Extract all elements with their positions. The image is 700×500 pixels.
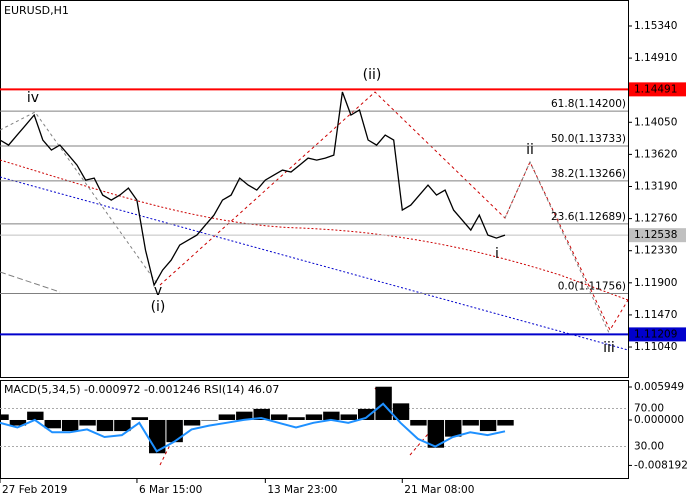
macd-tick-label: 0.000000	[634, 414, 684, 426]
macd-bar	[183, 419, 201, 426]
macd-bar	[497, 419, 514, 426]
macd-bar	[305, 414, 323, 420]
macd-bar	[253, 408, 270, 420]
y-tick-label: 1.11470	[634, 309, 677, 321]
wave-label: ii	[526, 142, 534, 158]
macd-bar	[445, 419, 462, 437]
macd-bar	[270, 414, 288, 420]
fib-label: 50.0(1.13733)	[551, 133, 626, 145]
price-tag-label: 1.14491	[634, 83, 677, 95]
price-tag-label: 1.12538	[634, 229, 677, 241]
wave-label: v	[154, 283, 162, 299]
y-tick-label: 1.12330	[634, 245, 677, 257]
y-tick-label: 1.13190	[634, 180, 677, 192]
x-tick-label: 27 Feb 2019	[2, 484, 67, 496]
macd-bar	[357, 408, 375, 420]
macd-bar	[27, 411, 44, 420]
macd-bar	[131, 417, 149, 420]
macd-bar	[114, 419, 131, 432]
fib-label: 38.2(1.13266)	[551, 168, 626, 180]
rsi-tick-label: 30.00	[634, 441, 664, 453]
main-pane	[0, 0, 629, 378]
price-tag-label: 1.11209	[634, 328, 677, 340]
macd-bar	[79, 419, 96, 426]
price-tag	[629, 327, 686, 342]
macd-bar	[392, 403, 410, 420]
rsi-tick-label: 70.00	[634, 403, 664, 415]
y-tick-label: 1.14050	[634, 116, 677, 128]
wave-label: (ii)	[363, 67, 382, 83]
macd-bar	[479, 419, 497, 432]
x-tick-label: 6 Mar 15:00	[139, 484, 202, 496]
macd-bar	[340, 414, 357, 420]
trend-line	[0, 176, 629, 351]
wave-label: (i)	[151, 299, 166, 315]
price-tag	[629, 82, 686, 97]
macd-bar	[236, 411, 253, 420]
y-tick-label: 1.11040	[634, 341, 677, 353]
macd-bar	[0, 414, 9, 420]
macd-bar	[9, 419, 27, 426]
trend-line	[0, 271, 61, 293]
wave-label: iv	[27, 90, 39, 106]
macd-bar	[218, 414, 236, 420]
macd-tick-label: -0.008192	[634, 459, 688, 471]
price-line	[0, 91, 506, 287]
macd-tick-label: 0.005949	[634, 381, 684, 393]
price-tag	[629, 228, 686, 243]
macd-bar	[96, 419, 114, 432]
indicator-label: MACD(5,34,5) -0.000972 -0.001246 RSI(14)…	[4, 383, 279, 396]
moving-average	[0, 159, 629, 301]
macd-bar	[44, 419, 61, 429]
wave-label: i	[495, 246, 499, 262]
y-tick-label: 1.12760	[634, 213, 677, 225]
x-tick-label: 13 Mar 23:00	[267, 484, 337, 496]
macd-bar	[462, 419, 479, 426]
macd-bar	[288, 417, 305, 420]
macd-bar	[61, 419, 79, 432]
x-tick-label: 21 Mar 08:00	[404, 484, 474, 496]
macd-bar	[166, 419, 183, 443]
macd-bar	[323, 411, 340, 420]
macd-bar	[410, 419, 427, 426]
fib-label: 23.6(1.12689)	[551, 211, 626, 223]
fib-label: 0.0(1.11756)	[558, 281, 626, 293]
y-tick-label: 1.13620	[634, 148, 677, 160]
wave-projection	[0, 111, 611, 336]
chart-title: EURUSD,H1	[4, 4, 69, 17]
y-tick-label: 1.11900	[634, 277, 677, 289]
fib-label: 61.8(1.14200)	[551, 98, 626, 110]
macd-bar	[201, 419, 218, 421]
y-tick-label: 1.14910	[634, 52, 677, 64]
indicator-pane	[0, 380, 629, 479]
rsi-line	[0, 402, 506, 453]
macd-bar	[427, 419, 445, 448]
y-tick-label: 1.15340	[634, 20, 677, 32]
wave-label: iii	[603, 340, 615, 356]
